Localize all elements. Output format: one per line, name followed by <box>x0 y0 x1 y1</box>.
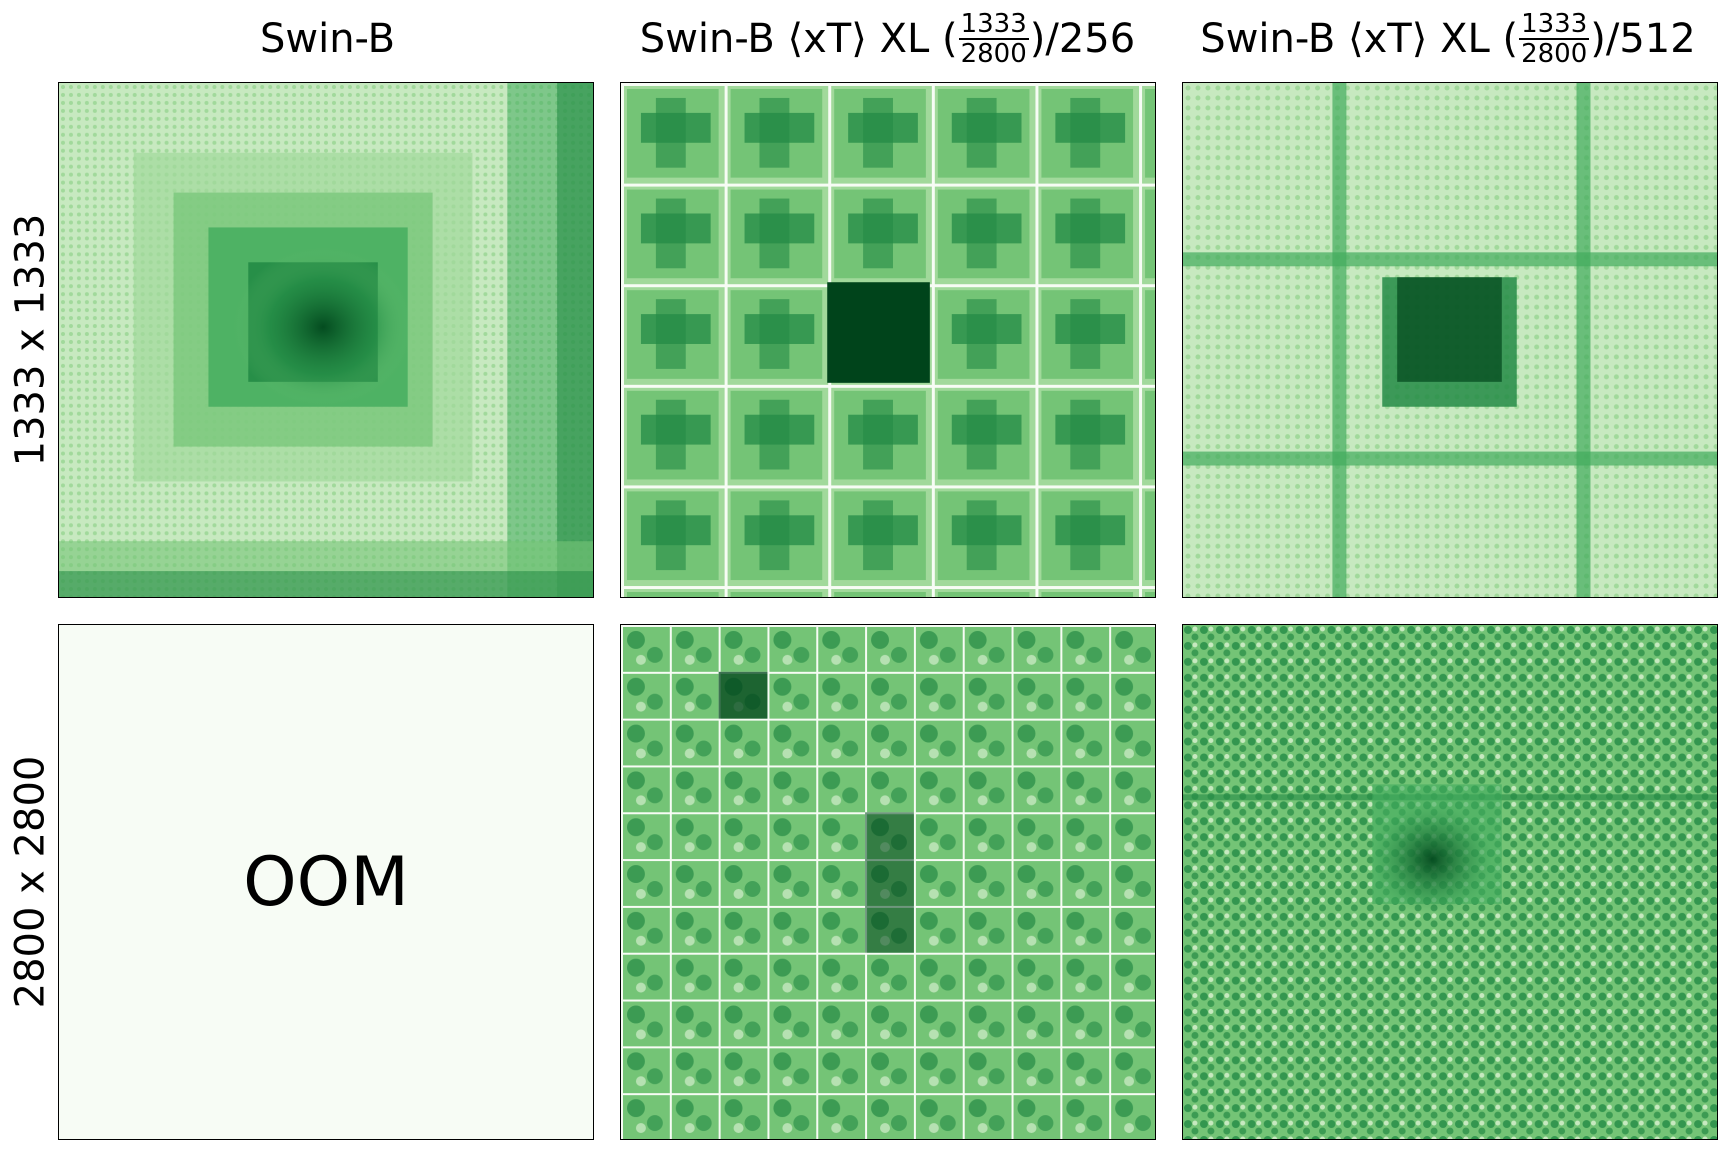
column-title-prefix: Swin-B ⟨xT⟩ XL ( <box>1200 16 1519 62</box>
heatmap-xt-256-2800 <box>620 624 1156 1140</box>
heatmap-xt-512-2800 <box>1182 624 1718 1140</box>
heatmap-xt-512-1333-svg <box>1183 83 1717 597</box>
heatmap-xt-512-1333 <box>1182 82 1718 598</box>
fraction-numerator: 1333 <box>1519 9 1590 40</box>
heatmap-xt-256-1333-svg <box>621 83 1155 597</box>
title-fraction: 1333 2800 <box>1519 9 1590 69</box>
column-title-xt-256: Swin-B ⟨xT⟩ XL (1333 2800)/256 <box>600 4 1175 74</box>
heatmap-xt-256-2800-svg <box>621 625 1155 1139</box>
heatmap-xt-512-2800-svg <box>1183 625 1717 1139</box>
column-title-prefix: Swin-B ⟨xT⟩ XL ( <box>639 16 958 62</box>
heatmap-swin-b-1333 <box>58 82 594 598</box>
oom-panel-swin-b-2800: OOM <box>58 624 594 1140</box>
fraction-denominator: 2800 <box>1521 39 1588 69</box>
column-title-suffix: )/256 <box>1029 16 1136 62</box>
title-fraction: 1333 2800 <box>958 9 1029 69</box>
column-title-swin-b: Swin-B <box>60 4 595 74</box>
column-title-suffix: )/512 <box>1590 16 1696 62</box>
row-label-text: 1333 x 1333 <box>7 213 54 467</box>
row-label-1333: 1333 x 1333 <box>0 80 60 600</box>
row-label-text: 2800 x 2800 <box>7 755 54 1009</box>
heatmap-xt-256-1333 <box>620 82 1156 598</box>
oom-label: OOM <box>243 842 409 922</box>
column-title-text: Swin-B <box>259 16 396 62</box>
row-label-2800: 2800 x 2800 <box>0 622 60 1142</box>
heatmap-swin-b-1333-svg <box>59 83 593 597</box>
fraction-denominator: 2800 <box>960 39 1027 69</box>
fraction-numerator: 1333 <box>958 9 1029 40</box>
column-title-xt-512: Swin-B ⟨xT⟩ XL (1333 2800)/512 <box>1168 4 1728 74</box>
